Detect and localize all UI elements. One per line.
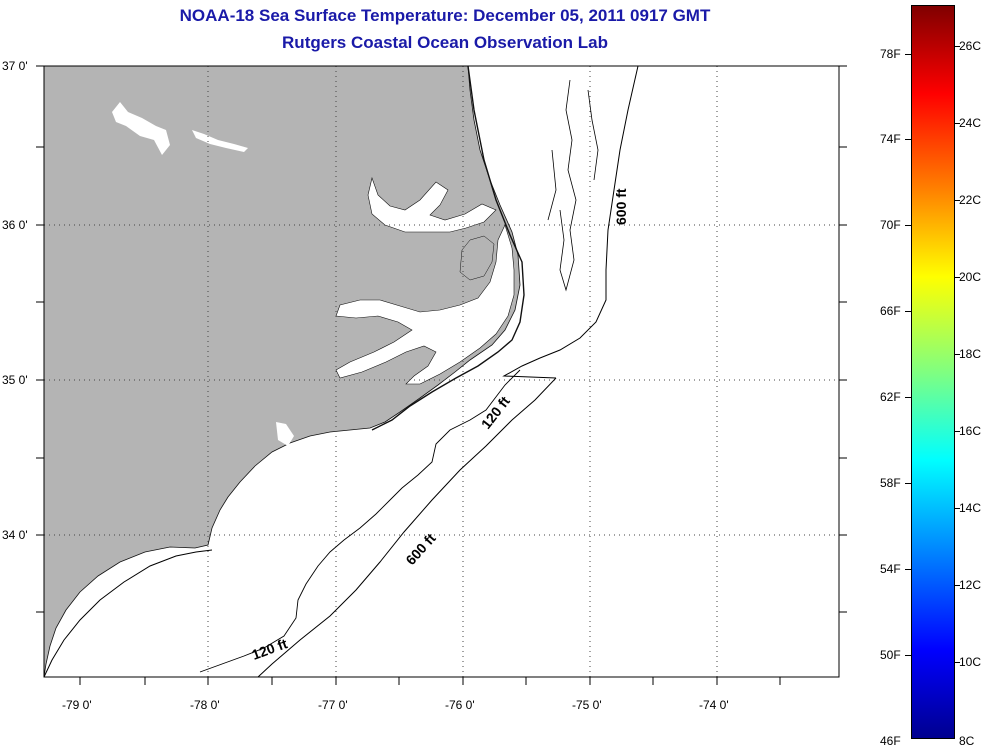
colorbar-c-label: 18C — [959, 347, 982, 361]
colorbar-tick — [955, 508, 960, 509]
map-frame — [43, 65, 840, 678]
lon-label-74: -74 0' — [699, 698, 729, 712]
colorbar-tick — [905, 311, 911, 312]
lon-ticks — [79, 677, 781, 685]
colorbar-tick — [905, 483, 911, 484]
colorbar-f-label: 58F — [880, 476, 901, 490]
graticule — [44, 66, 839, 677]
colorbar-c-label: 16C — [959, 424, 982, 438]
colorbar-tick — [905, 54, 911, 55]
colorbar-f-label: 74F — [880, 132, 901, 146]
pamlico-sound — [335, 224, 515, 385]
lat-label-35: 35 0' — [2, 373, 28, 387]
contour-120ft — [199, 369, 521, 673]
colorbar-f-label: 54F — [880, 562, 901, 576]
lon-label-75: -75 0' — [572, 698, 602, 712]
outer-banks — [371, 65, 525, 431]
lon-label-79: -79 0' — [62, 698, 92, 712]
colorbar-tick — [905, 225, 911, 226]
colorbar-f-label: 78F — [880, 47, 901, 61]
colorbar-f-label: 66F — [880, 304, 901, 318]
lake-mattamuskeet — [459, 235, 495, 281]
colorbar-c-label: 14C — [959, 501, 982, 515]
colorbar-f-label: 50F — [880, 648, 901, 662]
temperature-colorbar — [911, 5, 955, 739]
colorbar-c-label: 20C — [959, 270, 982, 284]
colorbar-tick — [905, 569, 911, 570]
colorbar-c-label: 12C — [959, 578, 982, 592]
contour-label-600-north: 600 ft — [613, 188, 629, 225]
colorbar-tick — [955, 123, 960, 124]
lat-label-37: 37 0' — [2, 59, 28, 73]
colorbar-tick — [955, 585, 960, 586]
colorbar-c-label: 24C — [959, 116, 982, 130]
colorbar-tick — [955, 662, 960, 663]
colorbar-tick — [955, 277, 960, 278]
colorbar-tick — [905, 397, 911, 398]
inland-lake-2 — [192, 130, 248, 152]
colorbar-c-label: 8C — [959, 734, 975, 748]
colorbar-f-label: 46F — [880, 734, 901, 748]
coastline-south — [43, 549, 213, 678]
colorbar-tick — [955, 431, 960, 432]
colorbar-tick — [955, 46, 960, 47]
contour-600ft-south — [257, 377, 557, 678]
lat-label-34: 34 0' — [2, 528, 28, 542]
colorbar-f-label: 62F — [880, 390, 901, 404]
inland-lake-3 — [276, 422, 294, 446]
colorbar-c-label: 10C — [959, 655, 982, 669]
albemarle-sound — [367, 176, 497, 233]
colorbar-c-label: 26C — [959, 39, 982, 53]
shelf-features — [547, 79, 599, 292]
colorbar-f-label: 70F — [880, 218, 901, 232]
colorbar-tick — [955, 200, 960, 201]
map-subtitle: Rutgers Coastal Ocean Observation Lab — [282, 33, 608, 52]
colorbar-tick — [905, 139, 911, 140]
lon-label-76: -76 0' — [445, 698, 475, 712]
contour-600ft-north — [502, 65, 639, 379]
lat-label-36: 36 0' — [2, 218, 28, 232]
colorbar-tick — [905, 655, 911, 656]
lat-ticks — [36, 65, 847, 613]
colorbar-tick — [955, 354, 960, 355]
inland-lake — [112, 102, 170, 155]
lon-label-78: -78 0' — [190, 698, 220, 712]
lon-label-77: -77 0' — [318, 698, 348, 712]
map-title: NOAA-18 Sea Surface Temperature: Decembe… — [179, 6, 711, 25]
colorbar-c-label: 22C — [959, 193, 982, 207]
